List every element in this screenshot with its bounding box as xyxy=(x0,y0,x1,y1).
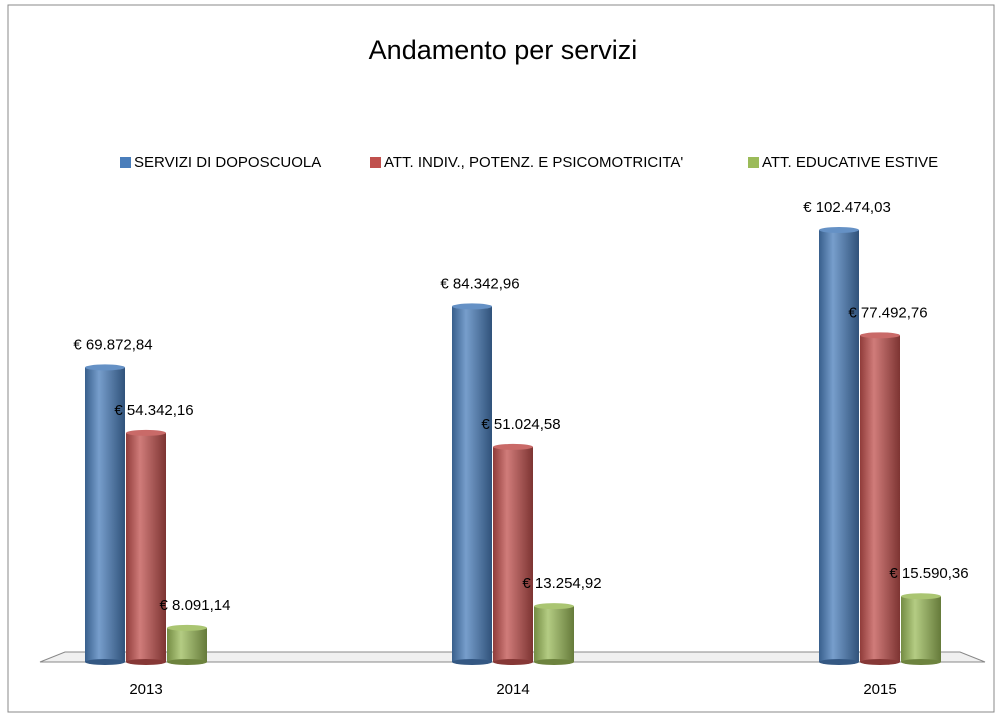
data-label: € 102.474,03 xyxy=(803,199,891,216)
bar xyxy=(534,603,574,665)
bar-top xyxy=(860,332,900,339)
bar-body xyxy=(167,627,207,662)
x-tick-label: 2014 xyxy=(496,681,529,698)
chart-title: Andamento per servizi xyxy=(369,35,638,65)
data-label: € 69.872,84 xyxy=(73,336,152,353)
legend-swatch xyxy=(120,157,131,168)
bar-top xyxy=(901,593,941,600)
bar xyxy=(860,332,900,665)
legend-label: ATT. INDIV., POTENZ. E PSICOMOTRICITA' xyxy=(384,154,683,171)
legend-swatch xyxy=(748,157,759,168)
bar-top xyxy=(452,303,492,310)
bar-base xyxy=(901,659,941,665)
bar-top xyxy=(493,443,533,450)
data-label: € 13.254,92 xyxy=(522,575,601,592)
legend-label: ATT. EDUCATIVE ESTIVE xyxy=(762,154,938,171)
bar-base xyxy=(452,659,492,665)
bar-body xyxy=(860,335,900,662)
legend-swatch xyxy=(370,157,381,168)
x-tick-label: 2013 xyxy=(129,681,162,698)
bar xyxy=(85,364,125,665)
bar xyxy=(126,429,166,665)
bar-body xyxy=(819,230,859,662)
data-label: € 77.492,76 xyxy=(848,304,927,321)
bar-base xyxy=(534,659,574,665)
bar-base xyxy=(819,659,859,665)
data-label: € 84.342,96 xyxy=(440,275,519,292)
bar-base xyxy=(85,659,125,665)
data-label: € 54.342,16 xyxy=(114,402,193,419)
data-label: € 8.091,14 xyxy=(160,597,231,614)
bar-body xyxy=(126,432,166,662)
x-tick-label: 2015 xyxy=(863,681,896,698)
bar-top xyxy=(126,429,166,436)
bar-top xyxy=(819,227,859,233)
bar xyxy=(819,227,859,665)
bar xyxy=(167,624,207,665)
bar-body xyxy=(493,446,533,662)
bar-body xyxy=(901,596,941,662)
bar-top xyxy=(85,364,125,371)
bar-body xyxy=(534,606,574,662)
bar-base xyxy=(860,659,900,665)
bar-top xyxy=(167,624,207,631)
bar-top xyxy=(534,603,574,610)
legend-label: SERVIZI DI DOPOSCUOLA xyxy=(134,154,321,171)
bar-body xyxy=(85,367,125,662)
bar-base xyxy=(493,659,533,665)
bar xyxy=(493,443,533,665)
bar-base xyxy=(167,659,207,665)
bar-base xyxy=(126,659,166,665)
data-label: € 51.024,58 xyxy=(481,416,560,433)
bar-body xyxy=(452,306,492,662)
bar xyxy=(901,593,941,665)
bar xyxy=(452,303,492,665)
data-label: € 15.590,36 xyxy=(889,565,968,582)
